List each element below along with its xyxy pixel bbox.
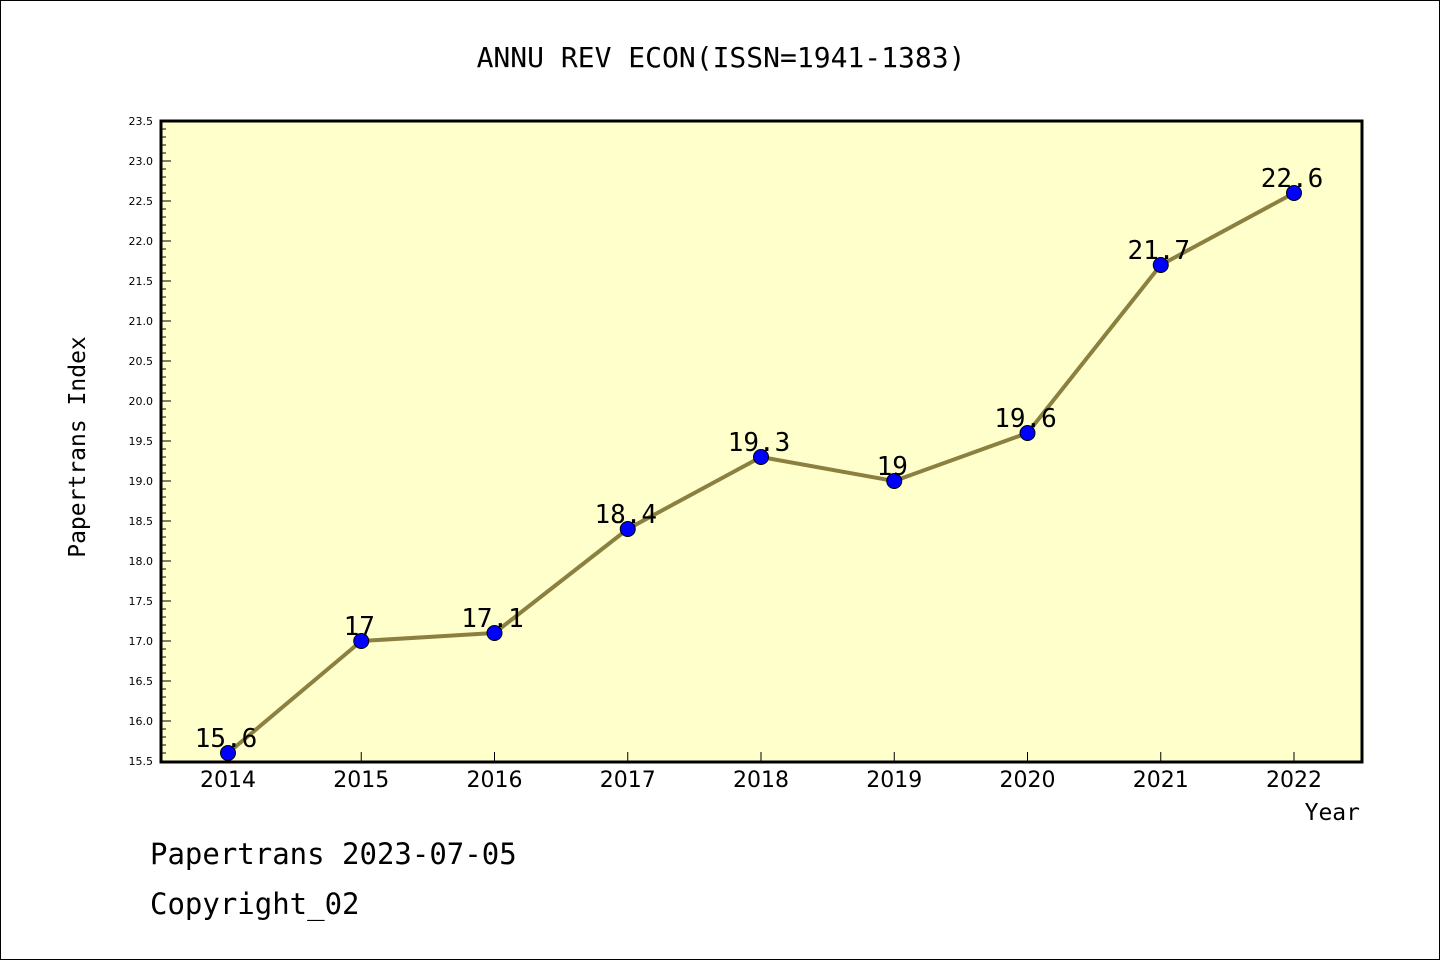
data-label: 19.3 <box>728 428 791 458</box>
y-tick-label: 19.0 <box>129 475 154 488</box>
data-label: 19 <box>877 452 908 482</box>
x-tick-label: 2017 <box>600 768 656 793</box>
data-point <box>1019 425 1036 441</box>
data-label: 22.6 <box>1261 164 1324 194</box>
data-point <box>1152 257 1169 273</box>
y-tick-label: 23.5 <box>129 115 154 128</box>
x-tick-label: 2020 <box>1000 768 1056 793</box>
y-tick-label: 21.5 <box>129 275 154 288</box>
data-label: 18.4 <box>594 500 657 530</box>
y-tick-label: 17.5 <box>129 595 154 608</box>
y-tick-label: 20.0 <box>129 395 154 408</box>
y-tick-label: 23.0 <box>129 155 154 168</box>
data-label: 19.6 <box>994 404 1057 434</box>
x-tick-label: 2019 <box>866 768 922 793</box>
data-point <box>486 625 503 641</box>
data-point <box>353 633 370 649</box>
y-axis-label: Papertrans Index <box>65 336 91 558</box>
footer-copyright: Copyright_02 <box>150 887 360 921</box>
y-tick-label: 21.0 <box>129 315 154 328</box>
data-label-layer: 15.6 17 17.1 18.4 19.3 19 19.6 21.7 22.6 <box>195 164 1324 754</box>
x-tick-label: 2021 <box>1133 768 1189 793</box>
data-label: 17.1 <box>461 604 524 634</box>
y-tick-label: 22.0 <box>129 235 154 248</box>
y-tick-label: 18.0 <box>129 555 154 568</box>
data-label: 15.6 <box>195 724 258 754</box>
x-tick-label: 2018 <box>733 768 789 793</box>
x-axis-label: Year <box>1305 800 1360 826</box>
data-point <box>1286 185 1302 201</box>
data-point <box>619 521 636 537</box>
y-tick-label: 16.5 <box>129 675 154 688</box>
y-tick-label: 22.5 <box>129 195 154 208</box>
y-tick-label: 17.0 <box>129 635 154 648</box>
x-axis: 2014 2015 2016 2017 2018 2019 2020 2021 2022 <box>200 752 1322 793</box>
x-tick-label: 2014 <box>200 768 256 793</box>
data-point <box>886 473 903 489</box>
y-axis: 15.5 16.0 16.5 17.0 17.5 18.0 18.5 19.0 19.5 20.0… <box>129 115 171 768</box>
footer-date: Papertrans 2023-07-05 <box>150 837 517 871</box>
data-label: 17 <box>344 612 375 642</box>
data-point <box>753 449 769 465</box>
x-tick-label: 2016 <box>467 768 523 793</box>
y-tick-label: 20.5 <box>129 355 154 368</box>
plot-area <box>161 121 1362 762</box>
series-layer <box>220 185 1302 761</box>
y-tick-label: 15.5 <box>129 755 154 768</box>
x-tick-label: 2015 <box>333 768 389 793</box>
y-tick-label: 16.0 <box>129 715 154 728</box>
chart-title: ANNU REV ECON(ISSN=1941-1383) <box>477 41 966 74</box>
data-label: 21.7 <box>1127 236 1190 266</box>
y-tick-label: 18.5 <box>129 515 154 528</box>
plot-frame <box>159 119 1364 764</box>
x-tick-label: 2022 <box>1266 768 1322 793</box>
y-tick-label: 19.5 <box>129 435 154 448</box>
